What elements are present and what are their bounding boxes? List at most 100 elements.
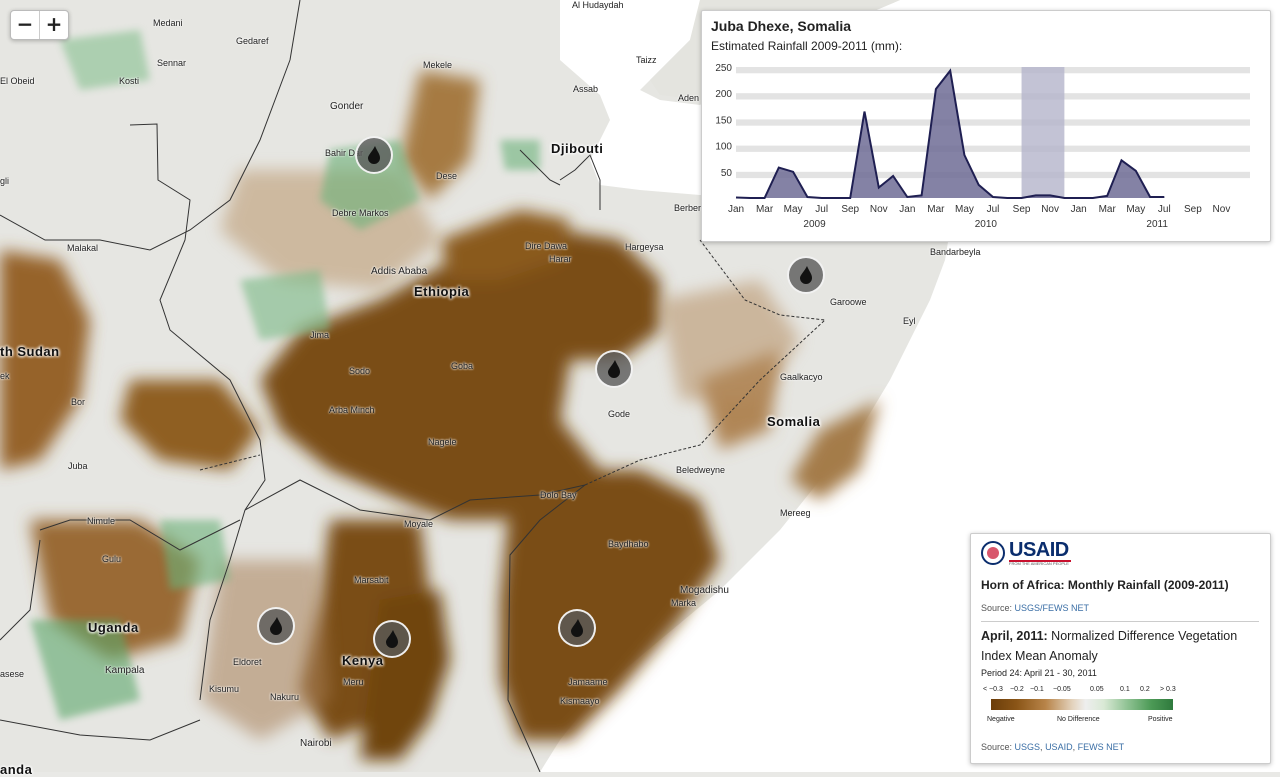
ndvi-source: Source: USGS, USAID, FEWS NET <box>981 742 1125 752</box>
rainfall-source: Source: USGS/FEWS NET <box>981 603 1089 613</box>
rainfall-marker-bahir-dar[interactable] <box>355 136 393 174</box>
place-label: Beledweyne <box>676 465 726 475</box>
ndvi-description: Normalized Difference Vegetation Index M… <box>981 629 1238 663</box>
ndvi-date: April, 2011: <box>981 629 1048 643</box>
ndvi-color-ramp <box>991 699 1173 710</box>
y-tick-label: 50 <box>721 168 733 179</box>
source-link-usgs[interactable]: USGS <box>1014 742 1041 752</box>
place-label: Nairobi <box>300 738 332 749</box>
x-tick-label: Nov <box>1041 204 1059 215</box>
highlight-range <box>1021 67 1065 198</box>
place-label: gli <box>0 176 10 186</box>
place-label: Gaalkacyo <box>780 372 823 382</box>
rainfall-marker-garoowe[interactable] <box>787 256 825 294</box>
x-tick-label: Mar <box>756 204 774 215</box>
rainfall-marker-meru[interactable] <box>373 620 411 658</box>
place-label: Al Hudaydah <box>572 0 624 10</box>
place-label: Gonder <box>330 101 364 112</box>
ramp-tick: > 0.3 <box>1160 686 1176 693</box>
chart-subtitle: Estimated Rainfall 2009-2011 (mm): <box>711 39 903 53</box>
ndvi-positive-areas <box>30 30 540 720</box>
grid-band <box>736 145 1250 152</box>
raindrop-icon <box>608 360 620 378</box>
country-label-somalia: Somalia <box>767 414 821 429</box>
place-label: Malakal <box>67 243 99 253</box>
place-label: El Obeid <box>0 76 35 86</box>
place-label: Meru <box>343 677 364 687</box>
grid-band <box>736 171 1250 179</box>
place-label: Nagele <box>428 437 457 447</box>
x-tick-label: Mar <box>1099 204 1117 215</box>
x-tick-label: Jan <box>1071 204 1087 215</box>
rainfall-line <box>735 68 1165 199</box>
country-label-kenya: Kenya <box>342 653 384 668</box>
place-label: Assab <box>573 84 599 94</box>
x-tick-label: Nov <box>1213 204 1231 215</box>
place-label: Gode <box>608 409 631 419</box>
zoom-in-button[interactable]: + <box>39 11 68 39</box>
y-tick-label: 200 <box>715 89 732 100</box>
country-borders <box>0 0 601 772</box>
place-label: Nakuru <box>270 692 300 702</box>
legend-divider <box>981 621 1259 622</box>
x-tick-label: Jan <box>728 204 744 215</box>
x-tick-label: Jul <box>1158 204 1171 215</box>
disputed-border <box>199 454 261 471</box>
year-label: 2010 <box>975 219 998 230</box>
place-label: Kismaayo <box>560 696 600 706</box>
source-link-fews-net[interactable]: FEWS NET <box>1077 742 1125 752</box>
place-label: Berbera <box>674 203 707 213</box>
usaid-tagline: FROM THE AMERICAN PEOPLE <box>1009 561 1069 566</box>
rainfall-marker-jamaame[interactable] <box>558 609 596 647</box>
place-label: Kosti <box>119 76 140 86</box>
x-tick-label: Sep <box>1184 204 1202 215</box>
rainfall-chart-panel: 50 100 150 200 250 Jan Mar May Jul Sep Nov Jan Mar Ma… <box>701 10 1271 242</box>
country-label-south-sudan: th Sudan <box>0 344 60 359</box>
place-label: Dire Dawa <box>525 241 568 251</box>
place-label: Eyl <box>903 316 916 326</box>
place-label: ek <box>0 371 10 381</box>
place-label: Nimule <box>87 516 116 526</box>
x-tick-label: Sep <box>841 204 859 215</box>
rainfall-marker-gode[interactable] <box>595 350 633 388</box>
source-label: Source: <box>981 742 1015 752</box>
x-tick-label: Nov <box>870 204 888 215</box>
zoom-control: − + <box>10 10 69 40</box>
ramp-label-no-difference: No Difference <box>1057 716 1100 723</box>
raindrop-icon <box>800 266 812 284</box>
place-label: Bor <box>71 397 86 407</box>
place-label: Gulu <box>102 554 122 564</box>
raindrop-icon <box>368 146 380 164</box>
source-link-usgs-fews[interactable]: USGS/FEWS NET <box>1014 603 1090 613</box>
place-label: Gedaref <box>236 36 269 46</box>
country-label-rwanda: anda <box>0 762 33 777</box>
rainfall-chart: 50 100 150 200 250 Jan Mar May Jul Sep Nov Jan Mar Ma… <box>715 63 1250 230</box>
source-link-usaid[interactable]: USAID <box>1045 742 1073 752</box>
ramp-label-negative: Negative <box>987 716 1015 723</box>
usaid-logo: USAID <box>1009 539 1069 561</box>
grid-band <box>736 93 1250 100</box>
zoom-out-button[interactable]: − <box>16 12 34 36</box>
place-label: Marsabit <box>354 575 389 585</box>
y-tick-label: 100 <box>715 142 732 153</box>
place-label: Dolo Bay <box>540 490 577 500</box>
somalia-border <box>584 239 827 486</box>
usaid-logo-rule <box>1009 560 1071 562</box>
place-label: Arba Minch <box>329 405 375 415</box>
place-label: Taizz <box>636 55 657 65</box>
rainfall-marker-eldoret[interactable] <box>257 607 295 645</box>
rainfall-area <box>736 70 1165 198</box>
ramp-tick: 0.1 <box>1120 686 1130 693</box>
ndvi-title: April, 2011: Normalized Difference Veget… <box>981 626 1261 666</box>
country-label-uganda: Uganda <box>88 620 139 635</box>
place-label: Jima <box>310 330 330 340</box>
place-label: Debre Markos <box>332 208 389 218</box>
place-label: Kampala <box>105 665 145 676</box>
place-label: Medani <box>153 18 183 28</box>
x-tick-label: Jul <box>815 204 828 215</box>
country-label-djibouti: Djibouti <box>551 141 604 156</box>
place-label: Hargeysa <box>625 242 664 252</box>
place-label: Harar <box>549 254 572 264</box>
y-tick-label: 250 <box>715 63 732 74</box>
y-tick-label: 150 <box>715 115 732 126</box>
